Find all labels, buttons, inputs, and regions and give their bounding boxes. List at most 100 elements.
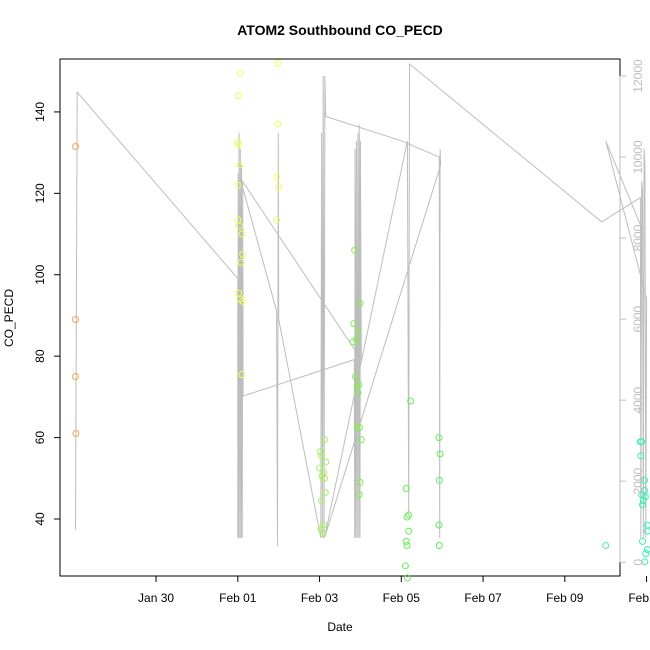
y-tick-label: 100: [33, 264, 47, 284]
data-point: [637, 452, 645, 460]
y2-tick-label: 10000: [631, 140, 645, 174]
data-point: [72, 430, 80, 437]
data-point: [402, 485, 410, 492]
x-tick-label: Feb 07: [464, 591, 502, 605]
data-point: [274, 59, 282, 67]
data-point: [350, 320, 358, 328]
data-point: [435, 542, 443, 549]
data-point: [402, 537, 410, 545]
data-point: [641, 558, 649, 566]
data-point: [235, 222, 243, 230]
data-point: [354, 328, 362, 336]
data-point: [352, 373, 359, 380]
data-point: [352, 336, 360, 344]
data-point: [407, 397, 415, 405]
data-point: [273, 173, 281, 181]
data-point: [236, 69, 244, 77]
data-point: [643, 527, 650, 535]
y2-tick-label: 12000: [631, 59, 645, 93]
data-point: [403, 513, 411, 521]
altitude-line: [75, 62, 648, 547]
y-axis: 40 60 80 100 120 140: [33, 102, 60, 526]
data-point: [643, 546, 650, 553]
x-axis: Jan 30 Feb 01 Feb 03 Feb 05 Feb 07 Feb 09 Feb …: [138, 576, 650, 605]
data-point: [435, 521, 443, 529]
data-point: [353, 423, 361, 431]
y2-tick-label: 0: [631, 559, 645, 566]
data-point: [321, 474, 328, 482]
x-tick-label: Feb 11: [628, 591, 650, 605]
x-tick-label: Feb 03: [301, 591, 339, 605]
data-point: [436, 450, 444, 458]
data-point: [72, 373, 79, 380]
y2-tick-label: 4000: [631, 386, 645, 413]
data-point: [238, 230, 246, 238]
x-tick-label: Feb 09: [546, 591, 584, 605]
data-point: [643, 521, 650, 529]
data-point: [72, 143, 79, 150]
data-point: [321, 436, 328, 444]
data-point: [641, 476, 648, 484]
data-point: [356, 299, 364, 307]
data-point: [239, 297, 247, 305]
y-tick-label: 120: [33, 183, 47, 203]
x-tick-label: Jan 30: [138, 591, 174, 605]
data-point: [72, 316, 79, 323]
data-point: [639, 501, 646, 509]
data-point: [354, 389, 362, 397]
data-point: [316, 464, 324, 472]
y-tick-label: 140: [33, 102, 47, 122]
data-point: [639, 497, 647, 505]
data-point: [319, 529, 327, 537]
data-point: [273, 216, 281, 224]
data-point: [356, 478, 364, 486]
plot-frame: [59, 58, 621, 577]
data-point: [322, 458, 330, 466]
data-point: [316, 448, 324, 456]
y2-tick-label: 2000: [631, 468, 645, 495]
data-point: [235, 92, 243, 100]
y-axis-label: CO_PECD: [2, 289, 16, 347]
data-point: [405, 511, 413, 519]
data-point: [357, 436, 365, 444]
data-point: [355, 381, 363, 389]
data-point: [641, 493, 649, 501]
data-point: [602, 542, 610, 549]
altitude-series: [75, 62, 648, 547]
data-point: [351, 246, 359, 254]
data-point: [318, 497, 326, 505]
co-pecd-series: [72, 59, 650, 582]
data-point: [355, 491, 363, 499]
y-tick-label: 60: [33, 431, 47, 445]
data-point: [403, 574, 411, 582]
data-point: [356, 423, 364, 431]
y2-tick-label: 6000: [631, 305, 645, 332]
data-point: [239, 250, 247, 258]
x-tick-label: Feb 05: [383, 591, 421, 605]
data-point: [234, 181, 242, 189]
x-tick-label: Feb 01: [219, 591, 257, 605]
data-point: [235, 141, 243, 148]
y-tick-label: 40: [33, 512, 47, 526]
data-point: [237, 259, 245, 266]
data-point: [275, 183, 283, 191]
chart-title: ATOM2 Southbound CO_PECD: [237, 22, 443, 38]
data-point: [274, 120, 282, 128]
data-point: [403, 542, 411, 549]
data-point: [642, 550, 650, 558]
data-point: [321, 489, 329, 496]
data-point: [435, 476, 443, 484]
data-point: [318, 452, 326, 460]
data-point: [638, 438, 646, 446]
data-point: [236, 161, 244, 169]
y2-tick-label: 8000: [631, 224, 645, 251]
data-point: [238, 371, 246, 378]
data-point: [405, 527, 413, 535]
data-point: [401, 562, 409, 570]
data-point: [317, 525, 325, 533]
data-point: [435, 434, 443, 442]
data-point: [639, 537, 646, 545]
y-tick-label: 80: [33, 349, 47, 363]
x-axis-label: Date: [327, 620, 353, 634]
